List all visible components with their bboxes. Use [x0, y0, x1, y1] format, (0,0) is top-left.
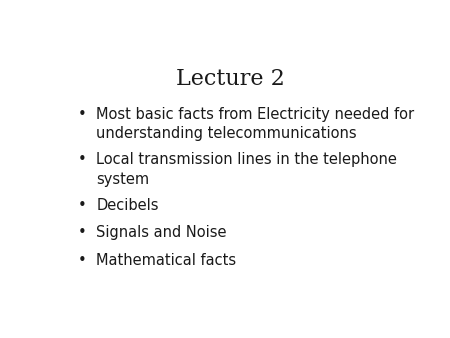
Text: Mathematical facts: Mathematical facts [96, 253, 237, 268]
Text: Decibels: Decibels [96, 198, 159, 213]
Text: Local transmission lines in the telephone
system: Local transmission lines in the telephon… [96, 152, 397, 187]
Text: Lecture 2: Lecture 2 [176, 68, 285, 90]
Text: •: • [78, 107, 87, 122]
Text: •: • [78, 198, 87, 213]
Text: •: • [78, 152, 87, 167]
Text: •: • [78, 253, 87, 268]
Text: •: • [78, 225, 87, 240]
Text: Signals and Noise: Signals and Noise [96, 225, 227, 240]
Text: Most basic facts from Electricity needed for
understanding telecommunications: Most basic facts from Electricity needed… [96, 107, 414, 141]
